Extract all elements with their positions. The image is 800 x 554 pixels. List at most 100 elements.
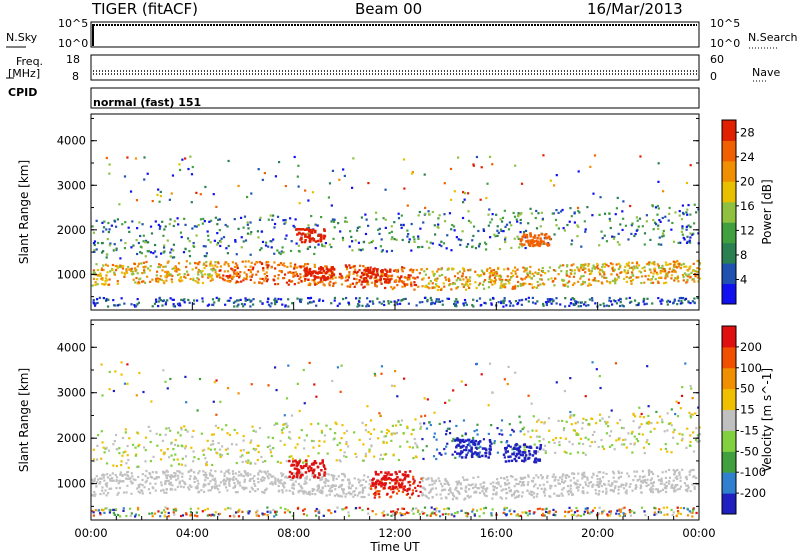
velocity-echo-cell bbox=[378, 490, 381, 493]
power-echo-cell bbox=[183, 275, 186, 278]
velocity-echo-cell bbox=[414, 442, 417, 445]
velocity-echo-cell bbox=[253, 448, 257, 452]
velocity-echo-cell bbox=[227, 468, 230, 472]
power-echo-cell bbox=[434, 233, 437, 236]
power-echo-cell bbox=[119, 239, 123, 242]
velocity-echo-cell bbox=[521, 427, 524, 431]
power-echo-cell bbox=[591, 267, 594, 270]
velocity-echo-cell bbox=[542, 514, 545, 517]
power-echo-cell bbox=[263, 279, 266, 282]
power-echo-cell bbox=[154, 220, 157, 223]
power-echo-cell bbox=[528, 282, 531, 286]
power-echo-cell bbox=[258, 248, 262, 252]
power-echo-cell bbox=[667, 299, 670, 302]
power-echo-cell bbox=[109, 270, 112, 273]
power-echo-cell bbox=[429, 296, 432, 300]
power-echo-cell bbox=[682, 236, 685, 240]
velocity-echo-cell bbox=[668, 482, 671, 485]
velocity-echo-cell bbox=[224, 508, 227, 511]
power-echo-cell bbox=[657, 276, 661, 280]
velocity-echo-cell bbox=[211, 478, 214, 481]
power-echo-cell bbox=[214, 261, 217, 264]
power-echo-cell bbox=[421, 245, 424, 249]
power-echo-cell bbox=[688, 273, 691, 276]
velocity-echo-cell bbox=[441, 513, 444, 516]
power-echo-cell bbox=[539, 240, 543, 244]
power-echo-cell bbox=[283, 273, 287, 276]
velocity-echo-cell bbox=[304, 477, 307, 480]
power-echo-cell bbox=[340, 283, 344, 286]
power-echo-cell bbox=[350, 186, 354, 189]
power-echo-cell bbox=[461, 283, 464, 286]
power-echo-cell bbox=[538, 244, 541, 248]
power-echo-cell bbox=[661, 264, 664, 267]
velocity-echo-cell bbox=[605, 472, 608, 475]
power-echo-cell bbox=[380, 269, 384, 273]
velocity-echo-cell bbox=[640, 423, 643, 426]
velocity-echo-cell bbox=[606, 513, 609, 516]
velocity-echo-cell bbox=[685, 478, 688, 481]
velocity-echo-cell bbox=[640, 506, 644, 509]
velocity-echo-cell bbox=[112, 389, 115, 393]
power-echo-cell bbox=[179, 231, 183, 234]
velocity-echo-cell bbox=[107, 492, 110, 495]
power-echo-cell bbox=[527, 222, 530, 225]
power-echo-cell bbox=[96, 241, 100, 245]
power-echo-cell bbox=[102, 268, 105, 272]
power-echo-cell bbox=[303, 228, 307, 231]
power-echo-cell bbox=[468, 286, 471, 290]
power-echo-cell bbox=[284, 305, 287, 308]
velocity-echo-cell bbox=[455, 444, 458, 447]
power-echo-cell bbox=[195, 191, 198, 194]
velocity-echo-cell bbox=[313, 488, 316, 491]
velocity-echo-cell bbox=[427, 497, 430, 500]
velocity-echo-cell bbox=[263, 513, 266, 516]
velocity-echo-cell bbox=[655, 512, 658, 516]
velocity-echo-cell bbox=[647, 405, 650, 408]
freq-label-line1: Freq. bbox=[16, 55, 44, 68]
velocity-echo-cell bbox=[664, 490, 668, 494]
power-echo-cell bbox=[442, 282, 445, 285]
power-echo-cell bbox=[692, 222, 696, 225]
power-echo-cell bbox=[603, 262, 607, 265]
velocity-echo-cell bbox=[596, 474, 599, 477]
velocity-echo-cell bbox=[570, 414, 573, 417]
power-echo-cell bbox=[131, 270, 134, 273]
power-echo-cell bbox=[466, 284, 470, 287]
velocity-echo-cell bbox=[432, 455, 436, 458]
power-echo-cell bbox=[441, 299, 444, 303]
power-echo-cell bbox=[246, 232, 250, 235]
power-echo-cell bbox=[621, 228, 624, 232]
velocity-echo-cell bbox=[505, 506, 508, 510]
power-echo-cell bbox=[612, 237, 616, 240]
velocity-echo-cell bbox=[347, 478, 350, 481]
power-echo-cell bbox=[156, 277, 159, 280]
power-echo-cell bbox=[456, 272, 459, 275]
velocity-echo-cell bbox=[302, 492, 305, 495]
power-echo-cell bbox=[435, 298, 438, 301]
power-echo-cell bbox=[348, 273, 351, 276]
power-echo-cell bbox=[198, 270, 202, 273]
power-echo-cell bbox=[569, 268, 572, 272]
power-echo-cell bbox=[378, 232, 381, 235]
velocity-echo-cell bbox=[111, 472, 114, 475]
velocity-echo-cell bbox=[535, 429, 538, 432]
velocity-echo-cell bbox=[293, 484, 296, 487]
power-echo-cell bbox=[424, 206, 427, 209]
power-echo-cell bbox=[460, 238, 463, 242]
velocity-echo-cell bbox=[296, 443, 299, 446]
velocity-echo-cell bbox=[619, 510, 622, 514]
power-echo-cell bbox=[311, 191, 315, 194]
power-echo-cell bbox=[662, 281, 666, 285]
velocity-echo-cell bbox=[595, 422, 598, 425]
power-echo-cell bbox=[324, 272, 328, 275]
power-echo-cell bbox=[256, 230, 260, 233]
velocity-echo-cell bbox=[361, 484, 364, 487]
power-echo-cell bbox=[382, 217, 385, 220]
power-echo-cell bbox=[238, 276, 241, 279]
power-echo-cell bbox=[538, 242, 541, 246]
velocity-echo-cell bbox=[159, 433, 162, 436]
velocity-echo-cell bbox=[253, 475, 256, 478]
velocity-echo-cell bbox=[684, 362, 687, 365]
power-echo-cell bbox=[678, 262, 681, 266]
